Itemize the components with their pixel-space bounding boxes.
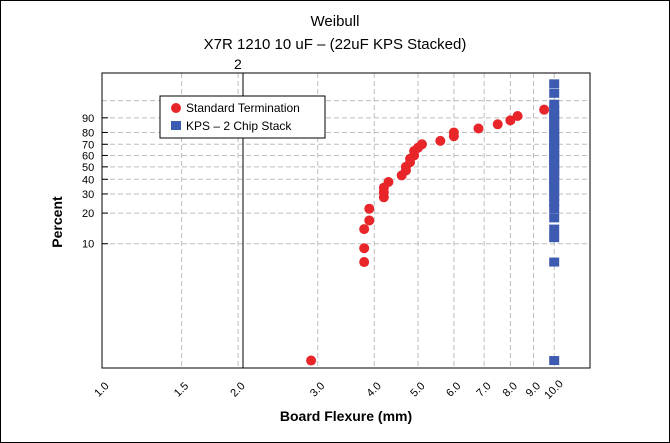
x-tick-label: 2.0 (228, 380, 247, 399)
y-tick-label: 10 (82, 239, 94, 251)
data-point-kps-stack (549, 192, 560, 202)
y-tick-label: 30 (82, 189, 94, 201)
legend-box (159, 95, 326, 139)
data-point-kps-stack (549, 99, 560, 109)
data-point-kps-stack (549, 105, 560, 115)
data-point-standard-termination (512, 111, 523, 122)
data-points (306, 79, 560, 366)
legend-marker-kps (171, 121, 181, 130)
data-point-standard-termination (505, 115, 516, 126)
x-tick-label: 6.0 (444, 380, 463, 399)
data-point-kps-stack (549, 356, 560, 366)
data-point-kps-stack (549, 204, 560, 214)
x-tick-label: 4.0 (364, 380, 383, 399)
reference-line-label: 2 (234, 56, 242, 72)
plot-border (101, 72, 591, 369)
x-tick-label: 10.0 (542, 378, 566, 402)
y-tick-label: 60 (82, 150, 94, 162)
y-tick-label: 80 (82, 127, 94, 139)
data-point-kps-stack (549, 233, 560, 243)
x-tick-label: 7.0 (474, 380, 493, 399)
x-tick-label: 1.5 (172, 380, 191, 399)
y-axis-label: Percent (49, 196, 65, 248)
data-point-standard-termination (435, 135, 446, 146)
legend: Standard Termination KPS – 2 Chip Stack (159, 95, 326, 139)
y-tick-label: 40 (82, 174, 94, 186)
data-point-standard-termination (492, 119, 503, 130)
legend-label-standard: Standard Termination (186, 101, 300, 115)
x-tick-label: 8.0 (501, 380, 520, 399)
data-point-standard-termination (364, 203, 375, 214)
data-point-standard-termination (359, 257, 370, 268)
data-point-standard-termination (364, 215, 375, 226)
y-tick-label: 20 (82, 208, 94, 220)
y-tick-label: 90 (82, 113, 94, 125)
data-point-kps-stack (549, 257, 560, 267)
y-tick-label: 50 (82, 162, 94, 174)
legend-marker-standard (171, 103, 181, 113)
data-point-standard-termination (448, 127, 459, 138)
tick-labels: 1.0 1.5 2.0 3.0 4.0 5.0 6.0 7.0 8.0 9.0 10.0 10 20 30… (82, 113, 566, 402)
data-point-standard-termination (306, 355, 317, 366)
chart-title: Weibull (310, 13, 360, 30)
data-point-standard-termination (473, 123, 484, 134)
data-point-standard-termination (416, 139, 427, 150)
x-axis-label: Board Flexure (mm) (280, 408, 412, 424)
data-point-standard-termination (359, 224, 370, 235)
x-tick-label: 5.0 (408, 380, 427, 399)
data-point-kps-stack (549, 79, 560, 89)
data-point-kps-stack (549, 88, 560, 98)
data-point-kps-stack (549, 198, 560, 208)
y-tick-label: 70 (82, 139, 94, 151)
x-tick-label: 9.0 (524, 380, 543, 399)
data-point-standard-termination (539, 104, 550, 115)
data-point-kps-stack (549, 213, 560, 223)
x-tick-label: 3.0 (308, 380, 327, 399)
data-point-kps-stack (549, 187, 560, 197)
legend-label-kps: KPS – 2 Chip Stack (186, 119, 292, 133)
data-point-standard-termination (383, 176, 394, 187)
x-tick-label: 1.0 (92, 380, 111, 399)
data-point-kps-stack (549, 224, 560, 234)
data-point-kps-stack (549, 121, 560, 131)
chart-subtitle: X7R 1210 10 uF – (22uF KPS Stacked) (203, 36, 467, 53)
data-point-standard-termination (359, 243, 370, 254)
